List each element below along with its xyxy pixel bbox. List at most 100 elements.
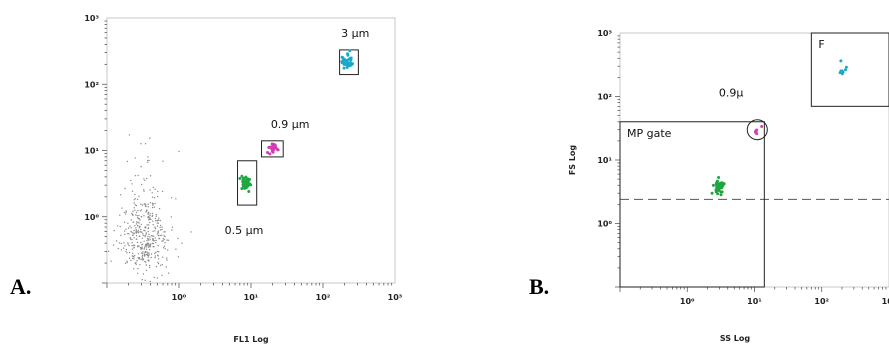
data-point: [165, 266, 167, 268]
data-point: [145, 261, 147, 263]
x-axis-label: FL1 Log: [233, 335, 269, 344]
y-tick-label: 10³: [84, 14, 99, 23]
panel-a-letter: A.: [10, 274, 32, 299]
data-point: [145, 248, 148, 250]
panel-b-letter: B.: [529, 274, 550, 299]
data-point: [123, 242, 125, 244]
data-point: [128, 134, 131, 136]
data-point: [135, 223, 138, 225]
data-point: [157, 219, 159, 221]
data-point: [161, 190, 164, 193]
data-point: [128, 251, 131, 254]
data-point: [719, 183, 722, 187]
data-point: [158, 217, 160, 219]
data-point: [144, 226, 147, 228]
data-point: [143, 189, 145, 191]
data-point: [146, 253, 148, 256]
series-2: [266, 142, 280, 156]
data-point: [137, 229, 139, 232]
data-point: [153, 197, 156, 199]
data-point: [157, 244, 159, 247]
data-point: [131, 238, 133, 241]
gate-box: [261, 140, 284, 158]
data-point: [166, 259, 168, 261]
data-point: [137, 221, 139, 223]
data-point: [125, 213, 127, 215]
data-point: [130, 179, 132, 182]
data-point: [131, 255, 133, 257]
y-tick-label: 10¹: [84, 147, 99, 156]
data-point: [149, 213, 151, 215]
data-point: [141, 258, 143, 260]
data-point: [144, 260, 146, 263]
data-point: [134, 209, 136, 211]
data-point: [138, 257, 141, 259]
data-point: [107, 250, 110, 252]
data-point: [271, 150, 275, 154]
data-point: [166, 257, 168, 259]
data-point: [113, 230, 115, 232]
data-point: [143, 190, 145, 192]
data-point: [145, 264, 148, 266]
data-point: [146, 251, 148, 253]
data-point: [147, 159, 149, 162]
x-tick-label: 10¹: [244, 293, 259, 302]
data-point: [147, 156, 149, 158]
data-point: [131, 231, 133, 234]
data-point: [148, 253, 150, 255]
data-point: [163, 247, 165, 249]
data-point: [141, 237, 144, 239]
x-tick-label: 10⁰: [172, 293, 187, 302]
data-point: [161, 274, 163, 277]
data-point: [143, 229, 145, 232]
data-point: [154, 227, 157, 230]
data-point: [151, 214, 154, 217]
data-point: [140, 228, 142, 231]
data-point: [351, 62, 354, 66]
data-point: [124, 230, 126, 232]
data-point: [120, 194, 122, 196]
data-point: [147, 256, 149, 258]
data-point: [157, 190, 159, 193]
data-point: [148, 216, 150, 218]
data-point: [157, 234, 160, 237]
data-point: [158, 258, 160, 260]
gate-label: F: [818, 38, 824, 51]
data-point: [133, 256, 135, 258]
data-point: [245, 178, 249, 182]
data-point: [133, 229, 135, 232]
data-point: [134, 204, 136, 206]
data-point: [156, 225, 159, 227]
series-0: [710, 176, 726, 197]
data-point: [144, 179, 146, 182]
data-point: [140, 241, 142, 244]
data-point: [133, 258, 135, 260]
data-point: [161, 228, 163, 231]
data-point: [156, 250, 159, 253]
data-point: [146, 240, 148, 242]
data-point: [149, 236, 151, 238]
data-point: [137, 267, 139, 270]
data-point: [129, 237, 131, 239]
data-point: [342, 66, 346, 70]
data-point: [715, 180, 719, 184]
data-point: [347, 57, 351, 61]
data-point: [120, 234, 122, 237]
data-point: [132, 221, 134, 223]
data-point: [149, 202, 152, 204]
x-tick-label: 10³: [882, 297, 889, 306]
data-point: [147, 252, 150, 254]
y-axis-label: FS Log: [568, 145, 577, 176]
data-point: [156, 233, 159, 235]
data-point: [133, 247, 135, 249]
data-point: [238, 177, 242, 180]
data-point: [163, 235, 165, 237]
data-point: [147, 259, 150, 261]
data-point: [147, 203, 149, 205]
data-point: [157, 230, 160, 232]
data-point: [141, 254, 144, 257]
data-point: [161, 240, 163, 242]
data-point: [272, 148, 275, 152]
data-point: [131, 248, 134, 250]
data-point: [152, 230, 154, 232]
